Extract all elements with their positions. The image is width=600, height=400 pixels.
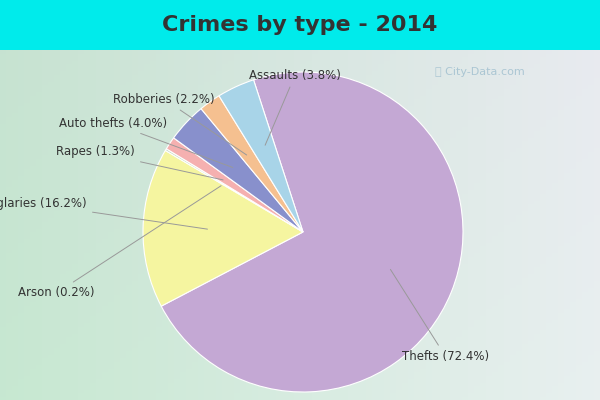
Wedge shape xyxy=(173,109,303,232)
Text: Robberies (2.2%): Robberies (2.2%) xyxy=(113,93,247,155)
Text: Burglaries (16.2%): Burglaries (16.2%) xyxy=(0,197,208,229)
Text: Auto thefts (4.0%): Auto thefts (4.0%) xyxy=(59,117,233,168)
Wedge shape xyxy=(143,150,303,306)
Wedge shape xyxy=(166,149,303,232)
Text: ⓘ City-Data.com: ⓘ City-Data.com xyxy=(435,67,525,77)
Text: Arson (0.2%): Arson (0.2%) xyxy=(19,186,221,299)
Wedge shape xyxy=(166,138,303,232)
Wedge shape xyxy=(219,80,303,232)
Text: Thefts (72.4%): Thefts (72.4%) xyxy=(391,269,490,363)
Wedge shape xyxy=(161,72,463,392)
Text: Assaults (3.8%): Assaults (3.8%) xyxy=(249,69,341,145)
Wedge shape xyxy=(201,96,303,232)
Text: Rapes (1.3%): Rapes (1.3%) xyxy=(56,146,223,180)
Text: Crimes by type - 2014: Crimes by type - 2014 xyxy=(163,15,437,35)
